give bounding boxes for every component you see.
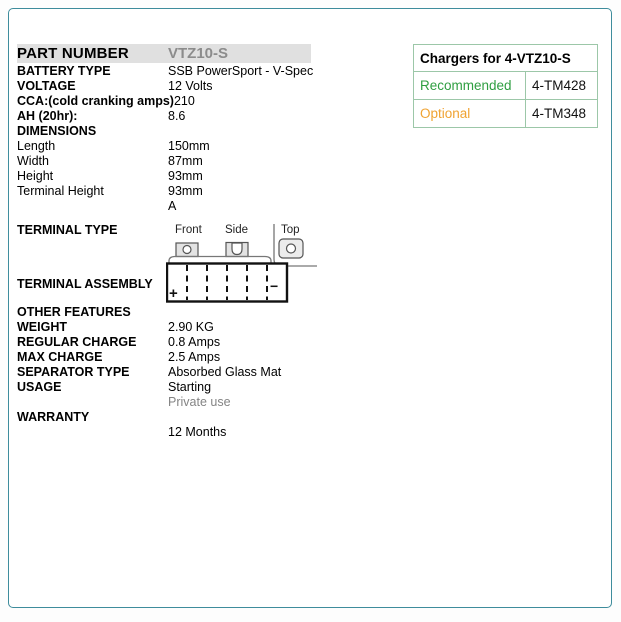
negative-terminal-sign: − (270, 278, 278, 294)
spec-row: MAX CHARGE 2.5 Amps (17, 350, 413, 365)
chargers-table: Chargers for 4-VTZ10-S Recommended 4-TM42… (413, 44, 598, 128)
spec-row-value: 12 Volts (168, 79, 213, 93)
charger-type: Optional (413, 99, 526, 128)
terminal-section: TERMINAL TYPE TERMINAL ASSEMBLY Front Si… (17, 223, 413, 305)
terminal-type-label: TERMINAL TYPE (17, 223, 118, 237)
spec-row-label: WARRANTY (17, 410, 90, 424)
spec-row-label: AH (20hr): (17, 109, 78, 123)
terminal-assembly-label: TERMINAL ASSEMBLY (17, 277, 153, 291)
spec-rows-top: BATTERY TYPE SSB PowerSport - V-Spec VOLTA… (17, 64, 413, 214)
spec-row-label: MAX CHARGE (17, 350, 103, 364)
part-number-label: PART NUMBER (17, 45, 129, 62)
spec-row-label: VOLTAGE (17, 79, 76, 93)
spec-row: OTHER FEATURES (17, 305, 413, 320)
spec-row-value: Absorbed Glass Mat (168, 365, 282, 379)
spec-row: USAGE Starting (17, 380, 413, 395)
spec-row: DIMENSIONS (17, 124, 413, 139)
spec-row-label: REGULAR CHARGE (17, 335, 137, 349)
spec-row-label: Width (17, 154, 49, 168)
spec-table: PART NUMBER VTZ10-S BATTERY TYPE SSB Powe… (17, 44, 413, 440)
spec-row-value: 93mm (168, 184, 203, 198)
spec-row-label (17, 395, 168, 410)
battery-spec-sheet: PART NUMBER VTZ10-S BATTERY TYPE SSB Powe… (8, 8, 612, 608)
battery-assembly-diagram: + − (166, 262, 289, 303)
front-view-label: Front (175, 224, 203, 236)
spec-row-label: Length (17, 139, 56, 153)
spec-row: AH (20hr): 8.6 (17, 109, 413, 124)
spec-row-value: 0.8 Amps (168, 335, 221, 349)
spec-row: Width 87mm (17, 154, 413, 169)
spec-row-value: 93mm (168, 169, 203, 183)
spec-row-label: WEIGHT (17, 320, 67, 334)
spec-row-value: 210 (173, 94, 195, 108)
spec-row-value: SSB PowerSport - V-Spec (168, 64, 314, 78)
spec-row: CCA:(cold cranking amps) 210 (17, 94, 413, 109)
front-terminal-icon (175, 242, 199, 258)
chargers-table-title: Chargers for 4-VTZ10-S (413, 44, 598, 72)
positive-terminal-sign: + (169, 285, 178, 302)
spec-row: Terminal Height 93mm (17, 184, 413, 199)
spec-row-value: A (168, 199, 177, 213)
charger-type: Recommended (413, 71, 526, 100)
spec-row: WEIGHT 2.90 KG (17, 320, 413, 335)
spec-row: WARRANTY (17, 410, 413, 425)
spec-row-label: DIMENSIONS (17, 124, 97, 138)
spec-row-value: 2.90 KG (168, 320, 214, 334)
spec-row: SEPARATOR TYPE Absorbed Glass Mat (17, 365, 413, 380)
spec-row-label: Terminal Height (17, 184, 104, 198)
spec-row: Length 150mm (17, 139, 413, 154)
spec-row-label: USAGE (17, 380, 62, 394)
spec-row-label: OTHER FEATURES (17, 305, 131, 319)
side-view-label: Side (225, 224, 248, 236)
spec-rows-bottom: OTHER FEATURES WEIGHT 2.90 KG REGULAR CHARG… (17, 305, 413, 440)
spec-row-label: BATTERY TYPE (17, 64, 111, 78)
spec-row-label: CCA:(cold cranking amps) (17, 94, 174, 108)
spec-row-label (17, 425, 168, 440)
spec-row-value: 8.6 (168, 109, 186, 123)
spec-row: Private use (17, 395, 413, 410)
spec-row: 12 Months (17, 425, 413, 440)
part-number-header: PART NUMBER VTZ10-S (17, 44, 311, 63)
spec-row-value: 12 Months (168, 425, 227, 439)
charger-model: 4-TM348 (525, 99, 598, 128)
spec-row-label: SEPARATOR TYPE (17, 365, 130, 379)
charger-row: Recommended 4-TM428 (413, 71, 598, 100)
spec-row-value: 87mm (168, 154, 203, 168)
charger-model: 4-TM428 (525, 71, 598, 100)
spec-row: BATTERY TYPE SSB PowerSport - V-Spec (17, 64, 413, 79)
spec-row-label (17, 199, 168, 214)
spec-row-value: Private use (168, 395, 231, 409)
battery-lid-outline (168, 255, 272, 264)
side-terminal-icon (225, 241, 249, 258)
spec-row: Height 93mm (17, 169, 413, 184)
spec-row: VOLTAGE 12 Volts (17, 79, 413, 94)
terminal-diagram: Front Side Top (166, 224, 317, 303)
part-number-value: VTZ10-S (168, 45, 229, 62)
top-view-label: Top (281, 224, 300, 236)
spec-row-value: 2.5 Amps (168, 350, 221, 364)
charger-row: Optional 4-TM348 (413, 99, 598, 128)
spec-row: REGULAR CHARGE 0.8 Amps (17, 335, 413, 350)
spec-row-label: Height (17, 169, 54, 183)
spec-row-value: 150mm (168, 139, 210, 153)
spec-row: A (17, 199, 413, 214)
spec-row-value: Starting (168, 380, 212, 394)
